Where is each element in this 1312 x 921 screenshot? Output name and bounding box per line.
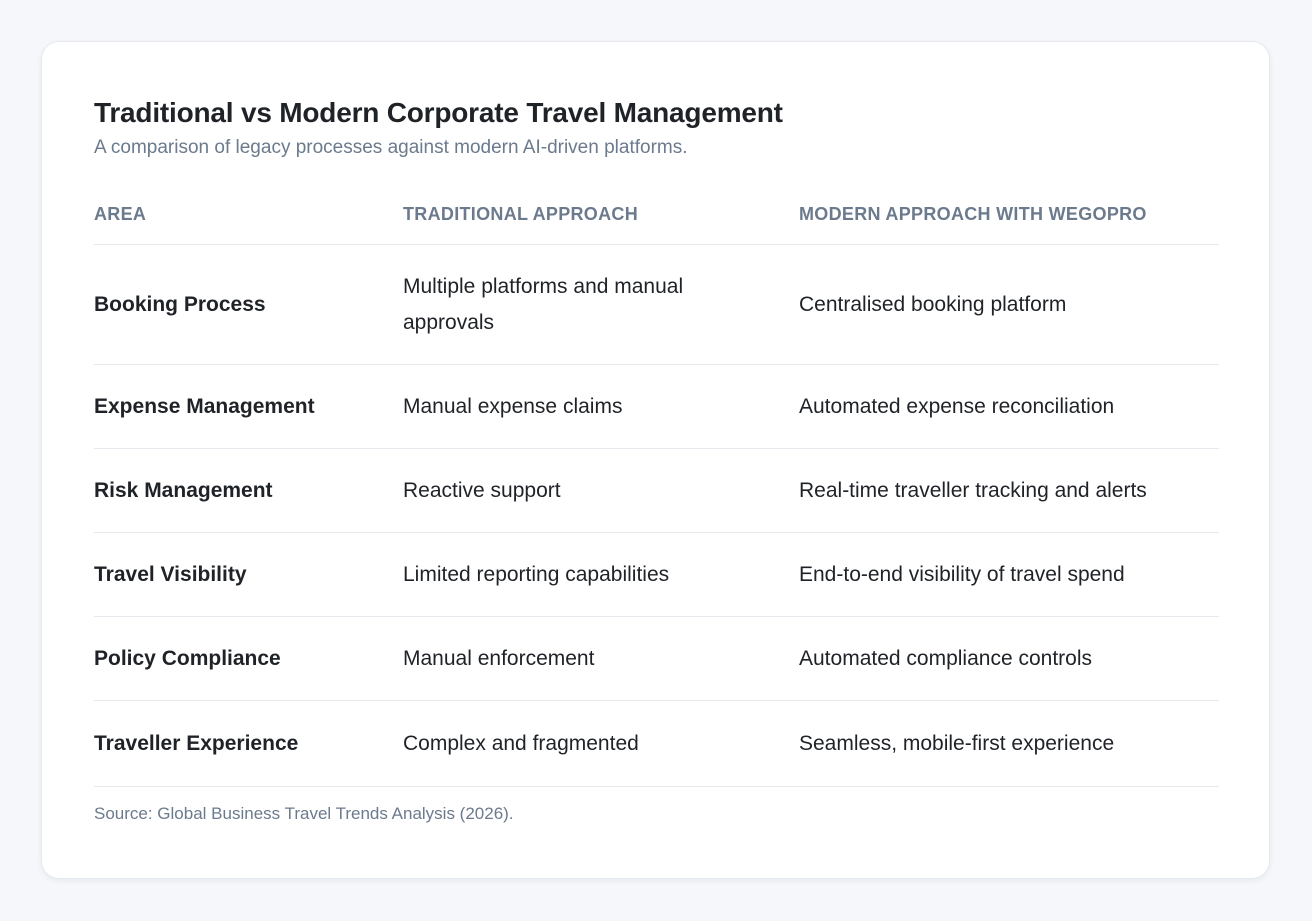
comparison-table: Area Traditional Approach Modern Approac… (94, 184, 1219, 787)
traditional-cell: Multiple platforms and manual approvals (403, 244, 799, 365)
page-title: Traditional vs Modern Corporate Travel M… (94, 97, 783, 128)
area-cell: Risk Management (94, 448, 403, 533)
area-cell: Expense Management (94, 364, 403, 449)
traditional-text: Multiple platforms and manual approvals (403, 274, 684, 334)
modern-cell: Automated compliance controls (799, 616, 1219, 701)
table-row: Expense Management Manual expense claims… (94, 364, 1219, 449)
table-row: Travel Visibility Limited reporting capa… (94, 532, 1219, 617)
source-note: Source: Global Business Travel Trends An… (94, 804, 514, 823)
area-cell: Traveller Experience (94, 700, 403, 787)
comparison-card: Traditional vs Modern Corporate Travel M… (41, 41, 1270, 879)
table-row: Booking Process Multiple platforms and m… (94, 244, 1219, 365)
modern-cell: Real-time traveller tracking and alerts (799, 448, 1219, 533)
traditional-cell: Limited reporting capabilities (403, 532, 799, 617)
traditional-cell: Manual enforcement (403, 616, 799, 701)
area-cell: Policy Compliance (94, 616, 403, 701)
header-modern: Modern Approach with Wegopro (799, 184, 1219, 245)
traditional-cell: Manual expense claims (403, 364, 799, 449)
page-subtitle: A comparison of legacy processes against… (94, 137, 688, 158)
table-header-row: Area Traditional Approach Modern Approac… (94, 184, 1219, 245)
table-row: Risk Management Reactive support Real-ti… (94, 448, 1219, 533)
header-traditional: Traditional Approach (403, 184, 799, 245)
header-area: Area (94, 184, 403, 245)
modern-cell: Centralised booking platform (799, 244, 1219, 365)
table-row: Policy Compliance Manual enforcement Aut… (94, 616, 1219, 701)
traditional-cell: Reactive support (403, 448, 799, 533)
modern-cell: End-to-end visibility of travel spend (799, 532, 1219, 617)
table-row: Traveller Experience Complex and fragmen… (94, 700, 1219, 787)
area-cell: Travel Visibility (94, 532, 403, 617)
area-cell: Booking Process (94, 244, 403, 365)
modern-cell: Automated expense reconciliation (799, 364, 1219, 449)
traditional-cell: Complex and fragmented (403, 700, 799, 787)
modern-cell: Seamless, mobile-first experience (799, 700, 1219, 787)
